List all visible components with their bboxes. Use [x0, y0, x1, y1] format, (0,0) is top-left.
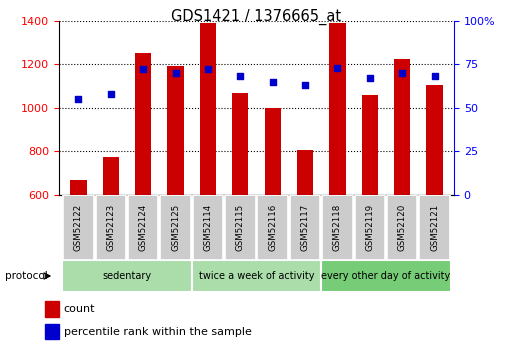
Text: GSM52114: GSM52114 [204, 204, 212, 251]
Point [301, 82, 309, 88]
Text: percentile rank within the sample: percentile rank within the sample [64, 327, 251, 337]
Point [171, 70, 180, 76]
FancyBboxPatch shape [128, 195, 159, 260]
Text: sedentary: sedentary [103, 271, 151, 281]
Bar [200, 23, 216, 326]
Bar [394, 59, 410, 326]
Bar [45, 301, 59, 317]
Text: every other day of activity: every other day of activity [321, 271, 450, 281]
FancyBboxPatch shape [354, 195, 385, 260]
Point [74, 96, 83, 102]
Point [107, 91, 115, 97]
FancyBboxPatch shape [258, 195, 288, 260]
FancyBboxPatch shape [321, 260, 451, 292]
FancyBboxPatch shape [62, 260, 192, 292]
Text: twice a week of activity: twice a week of activity [199, 271, 314, 281]
Text: count: count [64, 304, 95, 314]
Text: GSM52122: GSM52122 [74, 204, 83, 251]
Bar [329, 23, 346, 326]
FancyBboxPatch shape [419, 195, 450, 260]
FancyBboxPatch shape [192, 260, 321, 292]
Bar [362, 95, 378, 326]
Text: GSM52120: GSM52120 [398, 204, 407, 251]
Text: GSM52125: GSM52125 [171, 204, 180, 251]
FancyBboxPatch shape [63, 195, 94, 260]
Bar [135, 53, 151, 326]
Point [269, 79, 277, 85]
Text: GSM52116: GSM52116 [268, 204, 277, 251]
FancyBboxPatch shape [322, 195, 352, 260]
Point [430, 74, 439, 79]
Text: GSM52121: GSM52121 [430, 204, 439, 251]
Text: GSM52117: GSM52117 [301, 204, 309, 251]
FancyBboxPatch shape [161, 195, 191, 260]
Point [366, 76, 374, 81]
Bar [70, 180, 87, 326]
Point [139, 67, 147, 72]
FancyBboxPatch shape [290, 195, 320, 260]
Bar [297, 150, 313, 326]
FancyBboxPatch shape [387, 195, 418, 260]
Text: GSM52115: GSM52115 [236, 204, 245, 251]
FancyBboxPatch shape [225, 195, 255, 260]
Text: protocol: protocol [5, 271, 48, 281]
Point [204, 67, 212, 72]
Bar [167, 67, 184, 326]
Text: GSM52124: GSM52124 [139, 204, 148, 251]
Bar [103, 157, 119, 326]
Text: GSM52119: GSM52119 [365, 204, 374, 251]
Text: GDS1421 / 1376665_at: GDS1421 / 1376665_at [171, 9, 342, 25]
Bar [232, 92, 248, 326]
Bar [265, 108, 281, 326]
Text: GSM52118: GSM52118 [333, 204, 342, 251]
Point [333, 65, 342, 70]
Point [398, 70, 406, 76]
FancyBboxPatch shape [95, 195, 126, 260]
Text: GSM52123: GSM52123 [106, 204, 115, 251]
Bar [45, 324, 59, 339]
Bar [426, 85, 443, 326]
Point [236, 74, 244, 79]
FancyBboxPatch shape [193, 195, 223, 260]
